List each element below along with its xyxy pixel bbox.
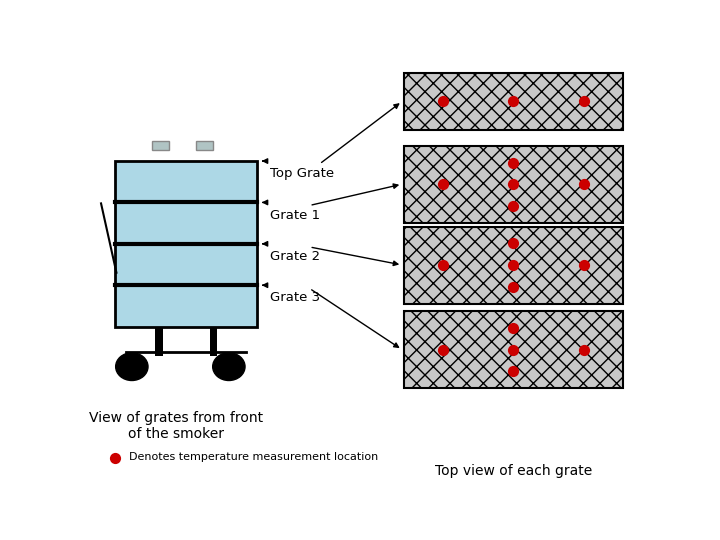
Point — [508, 201, 519, 210]
Point — [578, 346, 590, 354]
Ellipse shape — [212, 353, 245, 381]
Bar — [404, 226, 623, 303]
Point — [508, 367, 519, 376]
Point — [508, 158, 519, 167]
Point — [508, 346, 519, 354]
Text: Grate 2: Grate 2 — [271, 250, 320, 263]
Bar — [196, 141, 212, 150]
Bar — [404, 311, 623, 388]
Bar — [210, 327, 217, 356]
Bar — [404, 72, 623, 130]
Point — [437, 97, 449, 106]
Point — [508, 180, 519, 188]
Text: Top Grate: Top Grate — [271, 167, 335, 180]
Point — [437, 180, 449, 188]
Text: Denotes temperature measurement location: Denotes temperature measurement location — [129, 453, 378, 462]
Point — [437, 346, 449, 354]
Bar — [404, 146, 623, 222]
Text: Grate 3: Grate 3 — [271, 292, 320, 305]
Bar — [155, 327, 163, 356]
Point — [578, 97, 590, 106]
Point — [508, 97, 519, 106]
Point — [508, 282, 519, 291]
Bar — [152, 141, 168, 150]
Point — [508, 239, 519, 248]
Bar — [115, 161, 257, 327]
Point — [508, 261, 519, 269]
Point — [109, 453, 121, 462]
Point — [578, 180, 590, 188]
Ellipse shape — [116, 353, 148, 381]
Point — [437, 261, 449, 269]
Text: Grate 1: Grate 1 — [271, 208, 320, 221]
Text: View of grates from front
of the smoker: View of grates from front of the smoker — [89, 411, 264, 442]
Point — [578, 261, 590, 269]
Point — [508, 324, 519, 333]
Text: Top view of each grate: Top view of each grate — [435, 464, 593, 478]
